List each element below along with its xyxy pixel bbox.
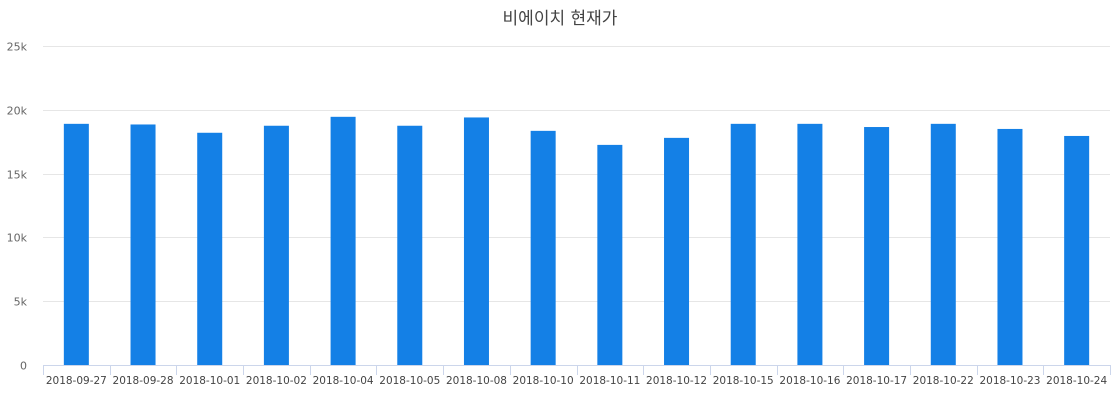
bar <box>597 144 623 365</box>
x-tick-label: 2018-10-23 <box>979 375 1040 387</box>
y-tick-label: 25k <box>7 41 28 54</box>
x-tick-label: 2018-10-04 <box>313 375 374 387</box>
bar <box>397 125 423 365</box>
bars <box>63 116 1090 366</box>
bar <box>797 123 823 365</box>
x-axis: 2018-09-27 2018-09-28 2018-10-01 2018-10-02… <box>43 365 1111 387</box>
x-tick-label: 2018-10-02 <box>246 375 307 387</box>
bar <box>864 127 890 365</box>
bar <box>63 123 89 365</box>
y-tick-label: 0 <box>20 360 27 373</box>
bar <box>730 123 756 365</box>
x-tick-label: 2018-09-28 <box>113 375 174 387</box>
x-tick-label: 2018-10-05 <box>379 375 440 387</box>
bar <box>463 117 489 366</box>
x-tick-label: 2018-10-01 <box>179 375 240 387</box>
x-tick-label: 2018-10-22 <box>913 375 974 387</box>
x-tick-label: 2018-10-12 <box>646 375 707 387</box>
bar <box>930 123 956 365</box>
bar <box>197 132 223 365</box>
y-tick-label: 15k <box>7 169 28 182</box>
x-tick-label: 2018-10-11 <box>579 375 640 387</box>
bar <box>130 124 156 365</box>
bar <box>664 137 690 365</box>
bar <box>1064 135 1090 365</box>
x-tick-label: 2018-10-08 <box>446 375 507 387</box>
bar <box>263 125 289 365</box>
y-tick-label: 20k <box>7 105 28 118</box>
bar <box>530 130 556 365</box>
y-tick-label: 10k <box>7 232 28 245</box>
x-tick-label: 2018-10-17 <box>846 375 907 387</box>
bar <box>997 128 1023 365</box>
x-tick-label: 2018-10-24 <box>1046 375 1107 387</box>
bar <box>330 116 356 366</box>
y-axis-tick-labels: 0 5k 10k 15k 20k 25k <box>7 41 28 373</box>
x-tick-label: 2018-10-10 <box>513 375 574 387</box>
x-tick-label: 2018-09-27 <box>46 375 107 387</box>
y-tick-label: 5k <box>14 296 28 309</box>
x-tick-label: 2018-10-16 <box>779 375 840 387</box>
chart-title: 비에이치 현재가 <box>503 9 618 29</box>
x-tick-label: 2018-10-15 <box>713 375 774 387</box>
